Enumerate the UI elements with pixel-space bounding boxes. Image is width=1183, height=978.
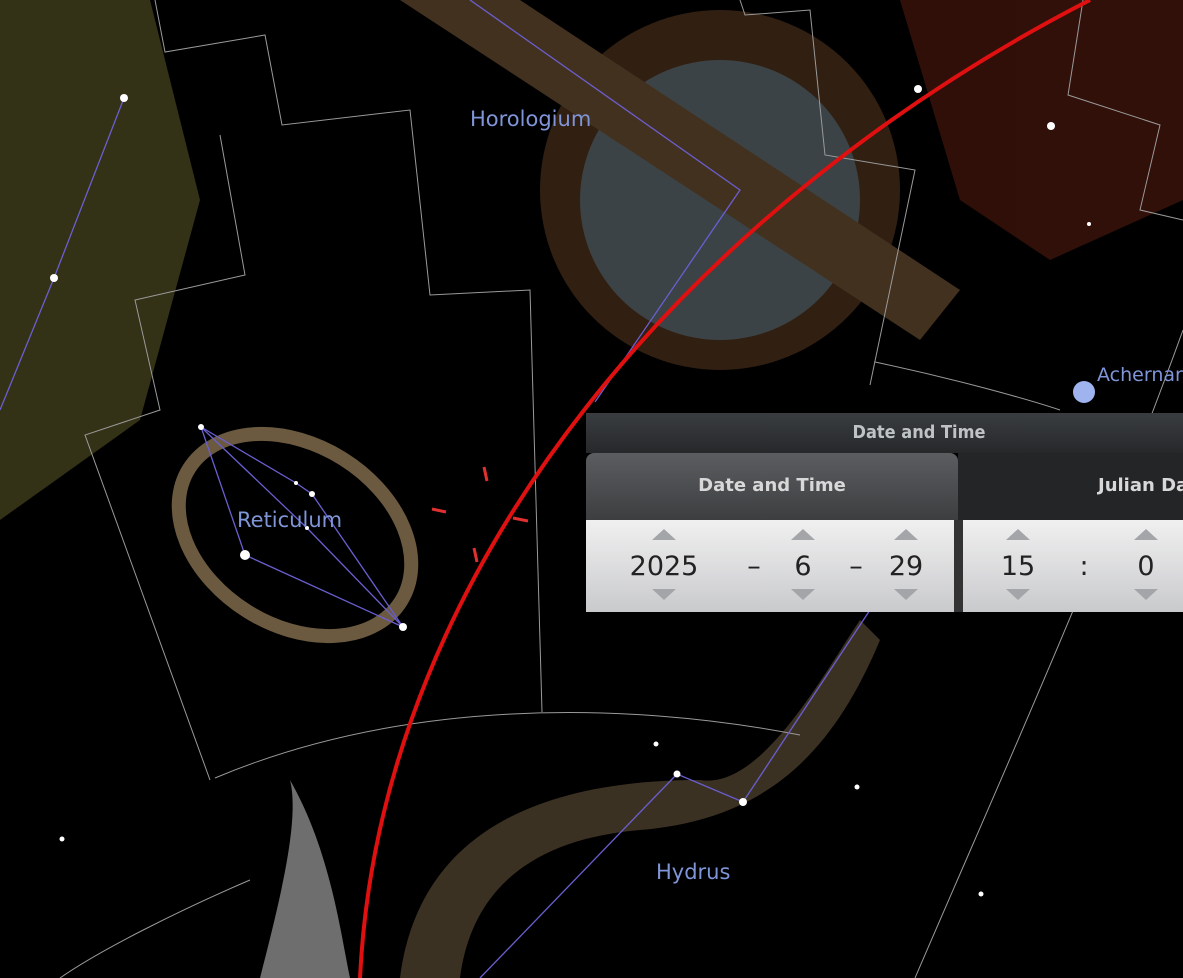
spin-value[interactable]: 15 [1000,551,1036,582]
spin-value[interactable]: 0 [1137,551,1155,582]
spin-down[interactable] [1006,589,1030,600]
spin-down[interactable] [791,589,815,600]
tab[interactable]: Date and Time [586,453,958,520]
spin-up[interactable] [652,529,676,540]
horizon-circle [358,0,1091,978]
dialog-title: Date and Time [586,413,1183,453]
stars [50,85,1095,897]
spin-down[interactable] [1134,589,1158,600]
constellation-label: Reticulum [237,508,342,532]
constellation-label: Hydrus [656,860,730,884]
tab[interactable]: Julian Day [958,453,1183,520]
spin-value[interactable]: 29 [888,551,924,582]
date-time-dialog: Date and Time Date and Time Julian Day 2… [586,413,1183,612]
spin-down[interactable] [652,589,676,600]
spin-up[interactable] [1134,529,1158,540]
spin-up[interactable] [894,529,918,540]
separator-text: : [1079,551,1089,582]
separator [954,520,963,612]
reticulum-art [171,426,419,644]
date-box [586,520,954,612]
constellation-label: Horologium [470,107,591,131]
spin-up[interactable] [791,529,815,540]
spin-value[interactable]: 2025 [629,551,699,582]
star-label: Achernar [1097,364,1183,386]
separator-text: – [849,551,863,582]
spin-up[interactable] [1006,529,1030,540]
separator-text: – [747,551,761,582]
spin-down[interactable] [894,589,918,600]
spin-value[interactable]: 6 [794,551,812,582]
reticle [431,466,529,563]
